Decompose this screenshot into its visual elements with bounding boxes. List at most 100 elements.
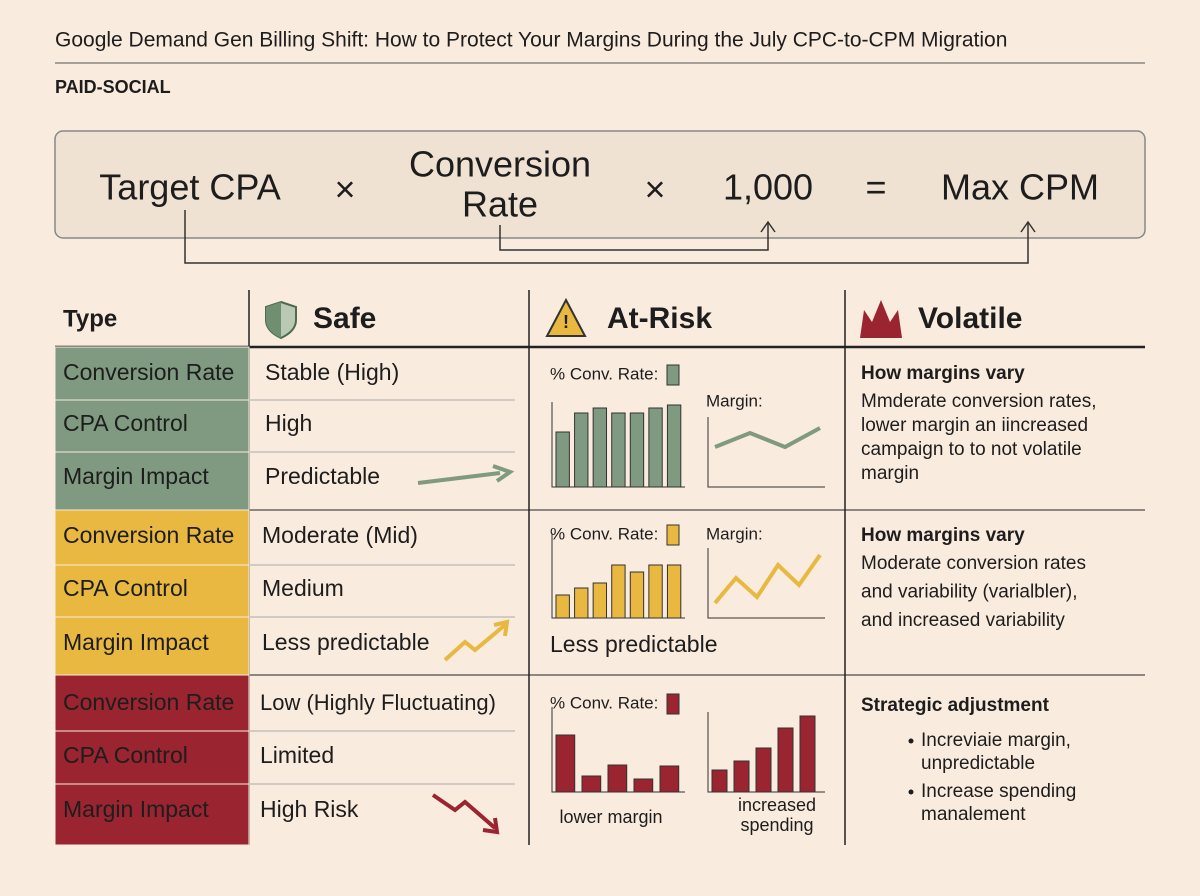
type-cell bbox=[54, 674, 250, 732]
bar bbox=[574, 587, 589, 619]
crown-icon bbox=[860, 300, 902, 338]
volatile-heading: Strategic adjustment bbox=[861, 695, 1050, 716]
legend-swatch bbox=[666, 693, 680, 715]
volatile-text: lower margin an iincreased bbox=[861, 415, 1088, 436]
column-header: Type bbox=[63, 305, 117, 332]
bar bbox=[755, 747, 772, 793]
column-header: Safe bbox=[313, 302, 376, 335]
bar bbox=[592, 582, 608, 619]
chart-caption: spending bbox=[740, 815, 813, 835]
safe-label: Predictable bbox=[265, 463, 380, 489]
safe-label: Low (Highly Fluctuating) bbox=[260, 690, 496, 715]
volatile-text: Increase spending bbox=[921, 781, 1076, 802]
volatile-text: Mmderate conversion rates, bbox=[861, 391, 1097, 412]
formula-op: × bbox=[644, 169, 665, 210]
chart-label: Margin: bbox=[706, 524, 763, 543]
trend-arrowhead bbox=[482, 817, 500, 835]
bar bbox=[648, 407, 663, 488]
trend-arrowhead bbox=[492, 464, 515, 483]
trend-arrowhead bbox=[493, 619, 510, 637]
bar bbox=[607, 764, 628, 793]
bar bbox=[733, 760, 750, 793]
bar bbox=[629, 571, 645, 619]
type-cell bbox=[54, 451, 250, 511]
type-label: Conversion Rate bbox=[63, 359, 234, 385]
type-label: CPA Control bbox=[63, 575, 188, 601]
type-label: Conversion Rate bbox=[63, 522, 234, 548]
type-label: Margin Impact bbox=[63, 463, 209, 489]
bar bbox=[574, 412, 589, 488]
shield-half bbox=[266, 302, 281, 338]
formula-result: Max CPM bbox=[941, 167, 1099, 208]
bar bbox=[666, 404, 682, 488]
trend-arrow bbox=[417, 471, 501, 485]
safe-label: Limited bbox=[260, 742, 334, 768]
type-label: CPA Control bbox=[63, 742, 188, 768]
bar bbox=[592, 407, 608, 488]
chart-label: % Conv. Rate: bbox=[550, 364, 658, 383]
type-label: CPA Control bbox=[63, 410, 188, 436]
type-cell bbox=[54, 509, 250, 566]
bar bbox=[581, 775, 602, 793]
axis bbox=[707, 417, 825, 488]
column-header: Volatile bbox=[918, 302, 1022, 335]
safe-label: Moderate (Mid) bbox=[262, 522, 418, 548]
bullet bbox=[908, 789, 914, 795]
volatile-heading: How margins vary bbox=[861, 525, 1025, 546]
chart-label: % Conv. Rate: bbox=[550, 524, 658, 543]
volatile-text: margin bbox=[861, 463, 919, 484]
bar bbox=[777, 727, 794, 793]
type-cell bbox=[54, 783, 250, 846]
formula-term: Conversion bbox=[409, 144, 591, 185]
volatile-text: manalement bbox=[921, 804, 1026, 825]
safe-label: Medium bbox=[262, 575, 344, 601]
volatile-heading: How margins vary bbox=[861, 363, 1025, 384]
legend-swatch bbox=[666, 524, 680, 546]
type-label: Margin Impact bbox=[63, 796, 209, 822]
safe-label: High Risk bbox=[260, 796, 359, 822]
volatile-text: Moderate conversion rates bbox=[861, 553, 1086, 574]
volatile-text: Increviaie margin, bbox=[921, 730, 1071, 751]
formula-op: = bbox=[865, 167, 886, 208]
tag: PAID-SOCIAL bbox=[55, 77, 171, 97]
safe-label: Less predictable bbox=[262, 629, 430, 655]
chart-label: Margin: bbox=[706, 391, 763, 410]
bar bbox=[611, 412, 626, 488]
formula-arrows bbox=[184, 210, 1036, 264]
trend-arrow bbox=[443, 623, 507, 662]
column-header: At-Risk bbox=[607, 302, 712, 335]
volatile-text: and variability (varialbler), bbox=[861, 582, 1077, 603]
arrowhead bbox=[760, 220, 776, 233]
type-label: Margin Impact bbox=[63, 629, 209, 655]
warning-icon bbox=[545, 297, 587, 337]
chart-caption: increased bbox=[738, 795, 816, 815]
table-grid bbox=[55, 290, 1145, 845]
legend-swatch bbox=[666, 364, 680, 386]
safe-label: Stable (High) bbox=[265, 359, 399, 385]
bar bbox=[799, 715, 816, 793]
bar bbox=[633, 778, 654, 793]
volatile-text: and increased variability bbox=[861, 610, 1065, 631]
header-icons: ! bbox=[265, 297, 902, 340]
bar bbox=[711, 769, 728, 793]
volatile-text: campaign to to not volatile bbox=[861, 439, 1082, 460]
formula-term: Target CPA bbox=[99, 167, 280, 208]
bar bbox=[555, 734, 576, 793]
bar bbox=[611, 564, 626, 619]
formula-box bbox=[54, 130, 1146, 239]
axis bbox=[707, 548, 825, 619]
bar bbox=[648, 564, 663, 619]
bar bbox=[555, 431, 570, 488]
warning-mark: ! bbox=[563, 312, 569, 332]
trend-arrows bbox=[417, 464, 515, 835]
type-cell bbox=[54, 730, 250, 785]
safe-label: High bbox=[265, 410, 312, 436]
type-cell bbox=[54, 564, 250, 618]
title: Google Demand Gen Billing Shift: How to … bbox=[55, 29, 1007, 52]
arrowhead bbox=[1020, 220, 1036, 233]
formula-op: × bbox=[334, 169, 355, 210]
formula-term: 1,000 bbox=[723, 167, 813, 208]
chart-caption: Less predictable bbox=[550, 631, 718, 657]
bar bbox=[555, 594, 570, 619]
